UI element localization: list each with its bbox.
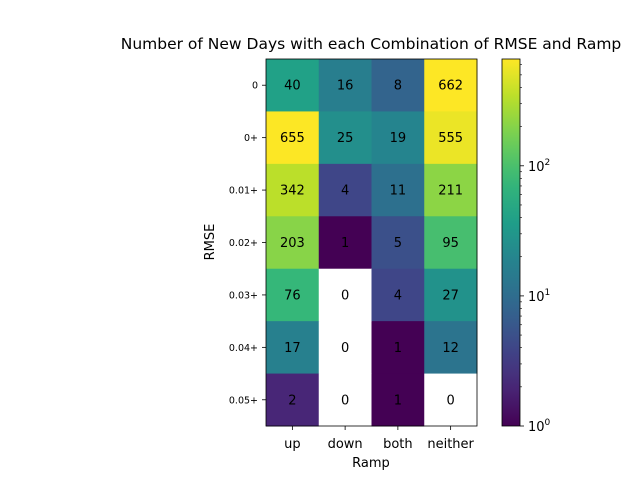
heatmap-cell	[266, 163, 320, 217]
cell-value-label: 0	[341, 288, 349, 303]
cell-value-label: 4	[394, 288, 402, 303]
y-tick-label: 0.05+	[229, 395, 258, 406]
heatmap-cell	[266, 59, 320, 112]
y-tick-label: 0.01+	[229, 186, 258, 197]
heatmap-cell	[266, 373, 320, 427]
cell-value-label: 662	[438, 79, 463, 94]
cell-value-label: 17	[284, 341, 301, 356]
y-tick-label: 0.03+	[229, 290, 258, 301]
heatmap-cell	[424, 321, 478, 375]
heatmap-cell	[371, 163, 425, 217]
colorbar-ticks: 100 101 102	[520, 64, 551, 435]
cell-value-label: 27	[442, 288, 459, 303]
heatmap-cell	[266, 321, 320, 375]
cell-value-label: 0	[446, 393, 454, 408]
cell-value-label: 211	[438, 184, 463, 199]
colorbar-tick-label: 100	[528, 418, 551, 435]
heatmap-cell	[318, 216, 372, 270]
colorbar-tick-label: 101	[528, 288, 550, 305]
cell-value-label: 95	[442, 236, 459, 251]
x-tick-label: up	[284, 437, 301, 452]
y-axis-ticks: 0 0+ 0.01+ 0.02+ 0.03+ 0.04+ 0.05+	[229, 81, 266, 406]
heatmap-cell	[318, 111, 372, 165]
heatmap-cell	[424, 268, 478, 322]
heatmap-cell	[318, 321, 372, 375]
heatmap-cell	[371, 111, 425, 165]
heatmap-cell	[424, 59, 478, 112]
heatmap-cell	[371, 268, 425, 322]
cell-value-label: 76	[284, 288, 301, 303]
heatmap-cell	[318, 268, 372, 322]
heatmap-cell	[266, 268, 320, 322]
cell-value-label: 0	[341, 341, 349, 356]
heatmap-cell	[424, 163, 478, 217]
heatmap-cell	[266, 216, 320, 270]
cell-value-label: 16	[337, 79, 354, 94]
heatmap-cell	[266, 111, 320, 165]
heatmap-cell	[424, 111, 478, 165]
cell-value-label: 342	[280, 184, 305, 199]
x-tick-label: both	[383, 437, 413, 452]
x-tick-label: neither	[427, 437, 474, 452]
heatmap-cell	[371, 321, 425, 375]
colorbar: 100 101 102	[501, 58, 551, 435]
cell-value-label: 25	[337, 131, 354, 146]
heatmap-cell	[318, 59, 372, 112]
y-tick-label: 0	[252, 81, 258, 92]
cell-value-label: 655	[280, 131, 305, 146]
x-tick-label: down	[328, 437, 363, 452]
cell-value-label: 11	[390, 184, 407, 199]
cell-value-label: 12	[442, 341, 459, 356]
cell-value-label: 1	[394, 341, 402, 356]
heatmap-cell	[371, 216, 425, 270]
x-axis-ticks: up down both neither	[284, 426, 475, 452]
heatmap-cell	[371, 373, 425, 427]
cell-value-label: 2	[288, 393, 296, 408]
cell-value-label: 1	[394, 393, 402, 408]
heatmap-cell	[318, 163, 372, 217]
x-axis-label: Ramp	[352, 456, 390, 471]
heatmap-cell	[371, 59, 425, 112]
heatmap-cell	[424, 216, 478, 270]
chart-title: Number of New Days with each Combination…	[121, 35, 622, 53]
cell-value-label: 555	[438, 131, 463, 146]
y-axis-label: RMSE	[203, 224, 218, 261]
y-tick-label: 0.02+	[229, 238, 258, 249]
cell-value-label: 19	[390, 131, 407, 146]
cell-value-label: 1	[341, 236, 349, 251]
y-tick-label: 0+	[244, 133, 258, 144]
heatmap-cell	[318, 373, 372, 427]
cell-value-label: 4	[341, 184, 349, 199]
cell-value-label: 203	[280, 236, 305, 251]
colorbar-gradient	[502, 59, 520, 426]
heatmap-cell	[424, 373, 478, 427]
colorbar-frame	[501, 58, 521, 427]
cell-value-label: 0	[341, 393, 349, 408]
cell-value-label: 8	[394, 79, 402, 94]
cell-value-label: 40	[284, 79, 301, 94]
cell-value-label: 5	[394, 236, 402, 251]
colorbar-tick-label: 102	[528, 158, 550, 175]
y-tick-label: 0.04+	[229, 343, 258, 354]
